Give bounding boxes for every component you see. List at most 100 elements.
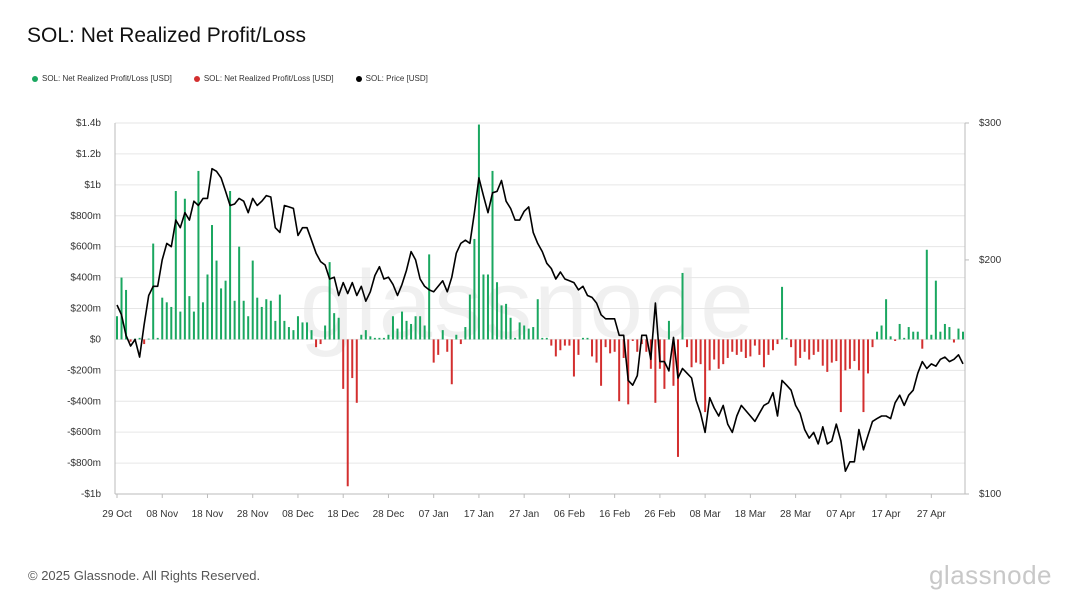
x-tick-label: 28 Mar <box>780 509 812 520</box>
x-tick-label: 29 Oct <box>102 509 132 520</box>
bar-negative <box>708 339 711 371</box>
bar-negative <box>762 339 765 368</box>
bar-positive <box>310 330 313 340</box>
bar-negative <box>319 339 322 345</box>
bar-positive <box>486 274 489 340</box>
bar-positive <box>260 306 263 340</box>
bar-negative <box>952 339 955 343</box>
bar-positive <box>441 330 444 340</box>
bar-negative <box>862 339 865 413</box>
bar-positive <box>523 325 526 340</box>
bar-positive <box>939 331 942 340</box>
legend-label-nrpl-positive: SOL: Net Realized Profit/Loss [USD] <box>42 74 172 83</box>
bar-negative <box>803 339 806 352</box>
bar-positive <box>188 296 191 340</box>
bar-positive <box>387 334 390 340</box>
bar-positive <box>224 280 227 340</box>
bar-negative <box>613 339 616 352</box>
legend-dot-green <box>32 75 38 82</box>
bar-negative <box>790 339 793 348</box>
bar-positive <box>229 191 232 340</box>
bar-positive <box>364 330 367 340</box>
bar-positive <box>306 322 309 340</box>
legend-dot-red <box>193 75 200 82</box>
bar-negative <box>618 339 621 402</box>
bar-negative <box>572 339 575 377</box>
bar-negative <box>799 339 802 358</box>
bar-negative <box>735 339 738 355</box>
bar-positive <box>301 322 304 340</box>
legend-label-price: SOL: Price [USD] <box>365 74 428 83</box>
legend-item-nrpl-negative[interactable]: SOL: Net Realized Profit/Loss [USD] <box>193 74 334 83</box>
bar-positive <box>125 289 128 340</box>
bar-negative <box>591 339 594 357</box>
bar-positive <box>152 243 155 340</box>
bar-positive <box>165 302 168 340</box>
legend-item-price[interactable]: SOL: Price [USD] <box>355 74 428 83</box>
chart-title: SOL: Net Realized Profit/Loss <box>27 24 306 47</box>
x-tick-label: 08 Dec <box>282 509 314 520</box>
bar-positive <box>220 288 223 340</box>
x-tick-label: 17 Jan <box>464 509 494 520</box>
bar-positive <box>256 297 259 340</box>
bar-negative <box>672 339 675 386</box>
bar-negative <box>450 339 453 385</box>
y-left-tick-label: $1.2b <box>76 149 101 160</box>
y-right-tick-label: $200 <box>979 255 1002 266</box>
bar-positive <box>378 337 381 340</box>
bar-positive <box>287 327 290 340</box>
bar-positive <box>518 322 521 340</box>
y-left-tick-label: $200m <box>70 304 101 315</box>
y-right-tick-label: $300 <box>979 118 1002 129</box>
bar-positive <box>962 331 964 340</box>
bar-negative <box>699 339 702 365</box>
y-left-tick-label: $800m <box>70 211 101 222</box>
bar-negative <box>713 339 716 360</box>
bar-negative <box>143 339 146 345</box>
y-right-tick-label: $100 <box>979 489 1002 500</box>
x-tick-label: 08 Mar <box>690 509 722 520</box>
bar-positive <box>473 238 476 340</box>
y-left-tick-label: $1b <box>84 180 101 191</box>
bar-negative <box>731 339 734 352</box>
bar-negative <box>129 339 132 342</box>
bar-negative <box>848 339 851 369</box>
bar-negative <box>663 339 666 389</box>
bar-positive <box>396 328 399 340</box>
bar-negative <box>844 339 847 371</box>
bar-negative <box>717 339 720 369</box>
bar-positive <box>333 313 336 340</box>
bar-positive <box>197 170 200 340</box>
bar-positive <box>296 316 299 340</box>
bar-negative <box>346 339 349 487</box>
legend-dot-black <box>355 75 362 82</box>
y-left-tick-label: -$400m <box>67 396 101 407</box>
bar-positive <box>885 299 888 340</box>
bar-negative <box>636 339 639 352</box>
bar-negative <box>826 339 829 372</box>
bar-negative <box>758 339 761 355</box>
bar-positive <box>324 325 327 340</box>
legend-item-nrpl-positive[interactable]: SOL: Net Realized Profit/Loss [USD] <box>32 74 172 83</box>
bar-positive <box>201 302 204 340</box>
bar-positive <box>369 336 372 340</box>
bar-positive <box>880 325 883 340</box>
bar-negative <box>857 339 860 371</box>
bar-negative <box>690 339 693 368</box>
bar-negative <box>446 339 449 352</box>
x-tick-label: 07 Jan <box>419 509 449 520</box>
bar-negative <box>563 339 566 346</box>
bar-positive <box>545 337 548 340</box>
bar-positive <box>382 337 385 340</box>
brand-logo: glassnode <box>928 560 1052 590</box>
y-left-tick-label: -$800m <box>67 458 101 469</box>
bar-positive <box>541 337 544 340</box>
bar-positive <box>147 338 150 340</box>
bar-positive <box>586 337 589 340</box>
bar-positive <box>464 327 467 340</box>
bar-positive <box>238 246 241 340</box>
bar-negative <box>351 339 354 379</box>
bar-positive <box>120 277 123 340</box>
y-left-tick-label: $600m <box>70 242 101 253</box>
bar-negative <box>459 339 462 345</box>
